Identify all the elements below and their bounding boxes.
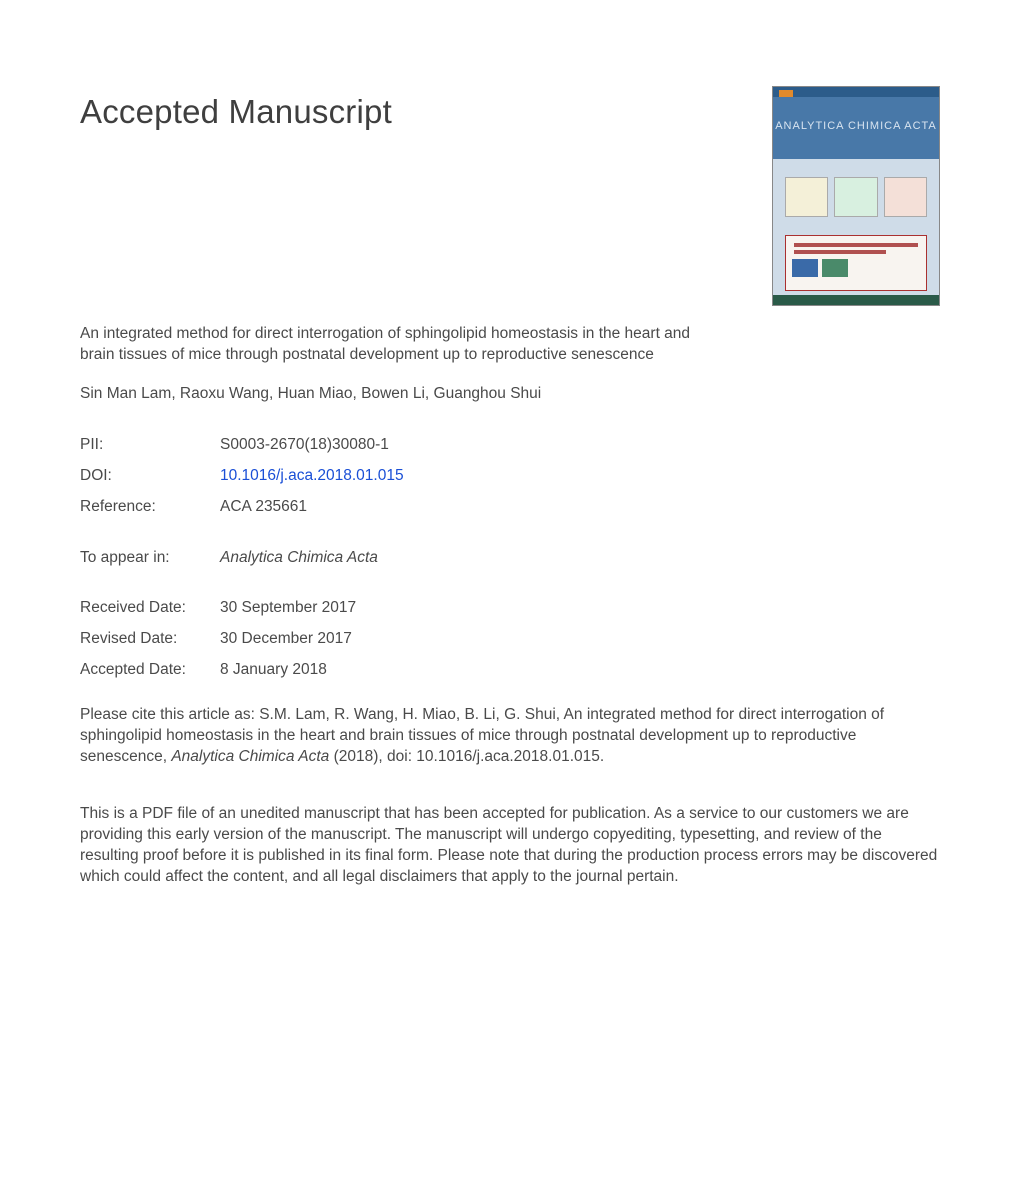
to-appear-label: To appear in: bbox=[80, 548, 220, 569]
received-date-value: 30 September 2017 bbox=[220, 598, 940, 619]
citation-text: Please cite this article as: S.M. Lam, R… bbox=[80, 705, 940, 768]
cover-artwork bbox=[785, 177, 927, 217]
citation-journal: Analytica Chimica Acta bbox=[171, 748, 329, 765]
accepted-date-value: 8 January 2018 bbox=[220, 660, 940, 681]
doi-link[interactable]: 10.1016/j.aca.2018.01.015 bbox=[220, 466, 940, 487]
disclaimer-text: This is a PDF file of an unedited manusc… bbox=[80, 804, 940, 888]
accepted-manuscript-heading: Accepted Manuscript bbox=[80, 90, 392, 135]
author-list: Sin Man Lam, Raoxu Wang, Huan Miao, Bowe… bbox=[80, 384, 940, 405]
received-date-label: Received Date: bbox=[80, 598, 220, 619]
to-appear-value: Analytica Chimica Acta bbox=[220, 548, 940, 569]
pii-value: S0003-2670(18)30080-1 bbox=[220, 435, 940, 456]
doi-label: DOI: bbox=[80, 466, 220, 487]
pii-label: PII: bbox=[80, 435, 220, 456]
journal-cover-thumbnail: ANALYTICA CHIMICA ACTA bbox=[772, 86, 940, 306]
citation-suffix: (2018), doi: 10.1016/j.aca.2018.01.015. bbox=[329, 748, 604, 765]
cover-highlight-box bbox=[785, 235, 927, 291]
accepted-date-label: Accepted Date: bbox=[80, 660, 220, 681]
reference-value: ACA 235661 bbox=[220, 497, 940, 518]
reference-label: Reference: bbox=[80, 497, 220, 518]
revised-date-value: 30 December 2017 bbox=[220, 629, 940, 650]
metadata-table: PII: S0003-2670(18)30080-1 DOI: 10.1016/… bbox=[80, 435, 940, 681]
cover-journal-name: ANALYTICA CHIMICA ACTA bbox=[773, 97, 939, 159]
revised-date-label: Revised Date: bbox=[80, 629, 220, 650]
article-title: An integrated method for direct interrog… bbox=[80, 324, 720, 366]
